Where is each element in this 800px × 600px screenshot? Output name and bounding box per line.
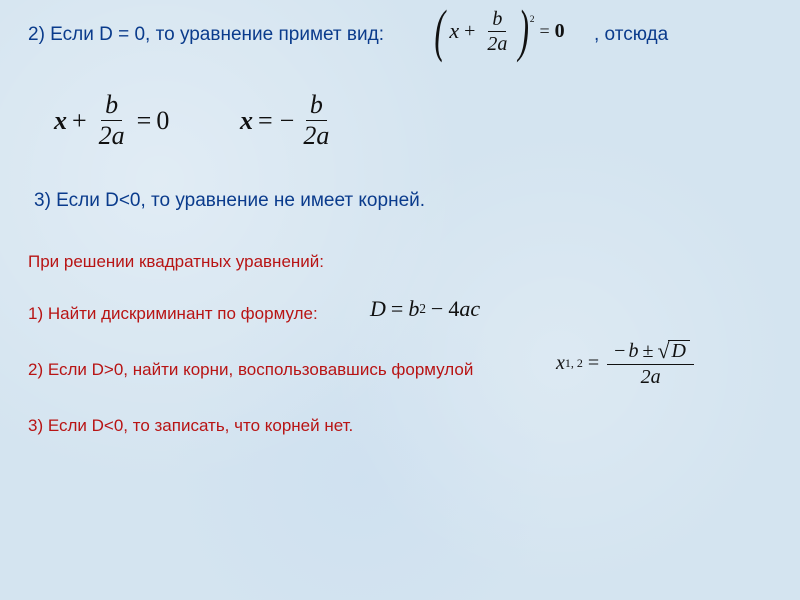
case3-text: 3) Если D<0, то уравнение не имеет корне… (34, 190, 425, 212)
step1-text: 1) Найти дискриминант по формуле: (28, 304, 318, 324)
steps-heading: При решении квадратных уравнений: (28, 252, 324, 272)
case2-text-suffix: , отсюда (594, 24, 668, 46)
case2-text-prefix: 2) Если D = 0, то уравнение примет вид: (28, 24, 384, 46)
step3-text: 3) Если D<0, то записать, что корней нет… (28, 416, 353, 436)
discriminant-formula: D = b2 − 4ac (370, 296, 480, 322)
eq2a-formula: x + b 2a = 0 (54, 92, 169, 149)
eq2b-formula: x = − b 2a (240, 92, 336, 149)
paren-right-icon: ) (519, 8, 530, 54)
paren-left-icon: ( (434, 8, 445, 54)
roots-formula: x1, 2 = − b ± √ D 2a (556, 340, 697, 387)
step2-text: 2) Если D>0, найти корни, воспользовавши… (28, 360, 473, 380)
eq1-formula: ( x + b 2a ) 2 = 0 (430, 8, 565, 54)
